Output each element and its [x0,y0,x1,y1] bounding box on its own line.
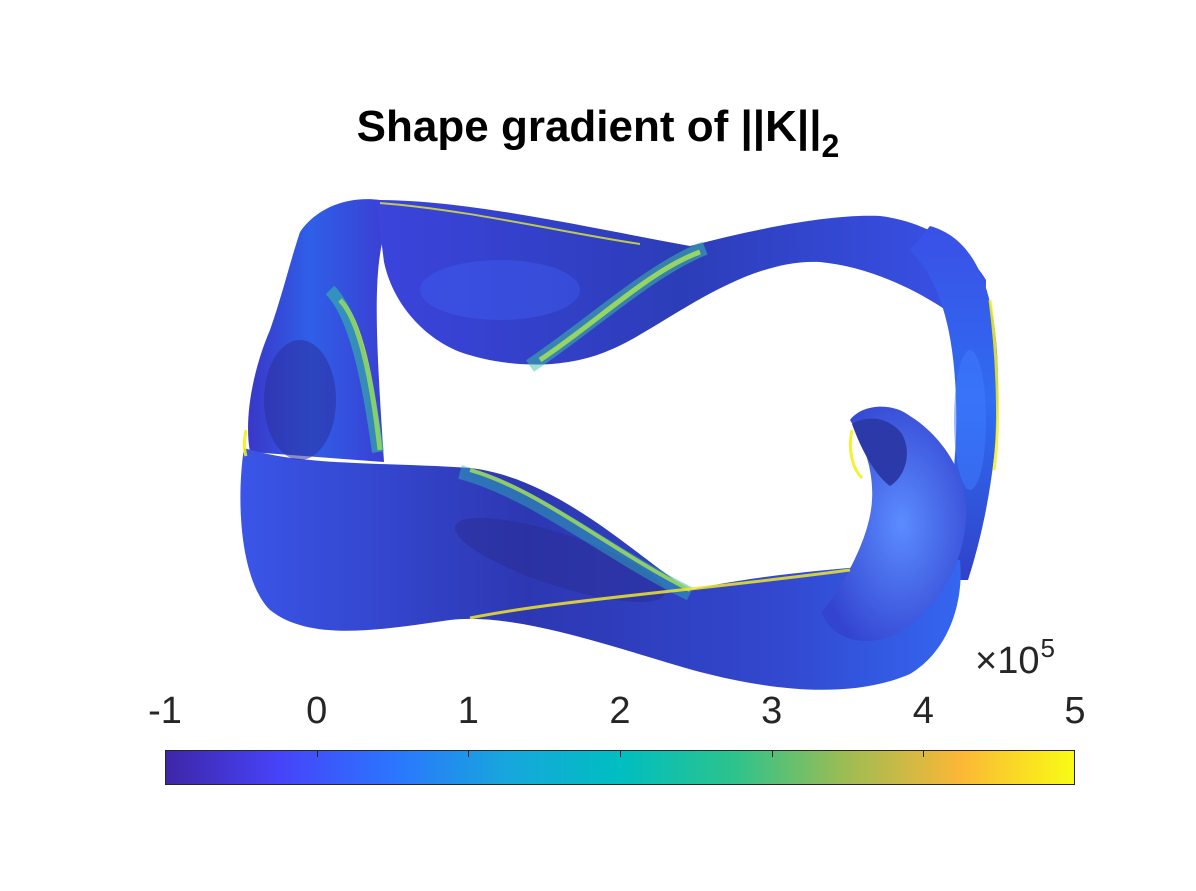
surface-curl [822,406,967,642]
streak-right-edge [988,299,999,471]
streak-left-edge [243,429,248,457]
plot-title-subscript: 2 [821,128,840,164]
colorbar-tick-mark [316,751,318,757]
streak-top-diag-glow [526,241,708,372]
plot-title: Shape gradient of ||K||2 [0,102,1196,164]
colorbar-tick-label: 2 [609,690,631,732]
shade-right-light [954,350,986,490]
colorbar-tick-label: 3 [761,690,783,732]
shade-bottom-dark [455,517,665,603]
colorbar-tick-label: 1 [457,690,479,732]
streak-left-glow [325,285,384,453]
colorbar-tick-mark [923,751,925,757]
colorbar-exponent: ×105 [975,633,1055,683]
surface-right-band [910,226,999,580]
colorbar [165,750,1075,785]
streak-bottom [469,468,691,592]
shade-left-dark [264,340,336,460]
colorbar-tick-label: -1 [148,690,182,732]
streak-top-edge [379,202,641,245]
colorbar-tick-mark [620,751,621,757]
colorbar-tick-mark [468,751,470,757]
streak-bottom-long [469,568,851,620]
surface-top-band [376,200,986,365]
surface-curl-inner [852,418,907,486]
streak-curl [848,429,864,480]
plot-title-main: Shape gradient of ||K|| [356,102,822,151]
colorbar-tick-label: 5 [1064,690,1086,732]
colorbar-tick-mark [771,751,773,757]
colorbar-tick-label: 4 [912,690,934,732]
colorbar-exponent-power: 5 [1040,633,1055,663]
shade-top-light [420,260,580,320]
streak-bottom-glow [458,465,694,601]
colorbar-tick-label: 0 [306,690,328,732]
colorbar-exponent-prefix: ×10 [975,640,1040,682]
